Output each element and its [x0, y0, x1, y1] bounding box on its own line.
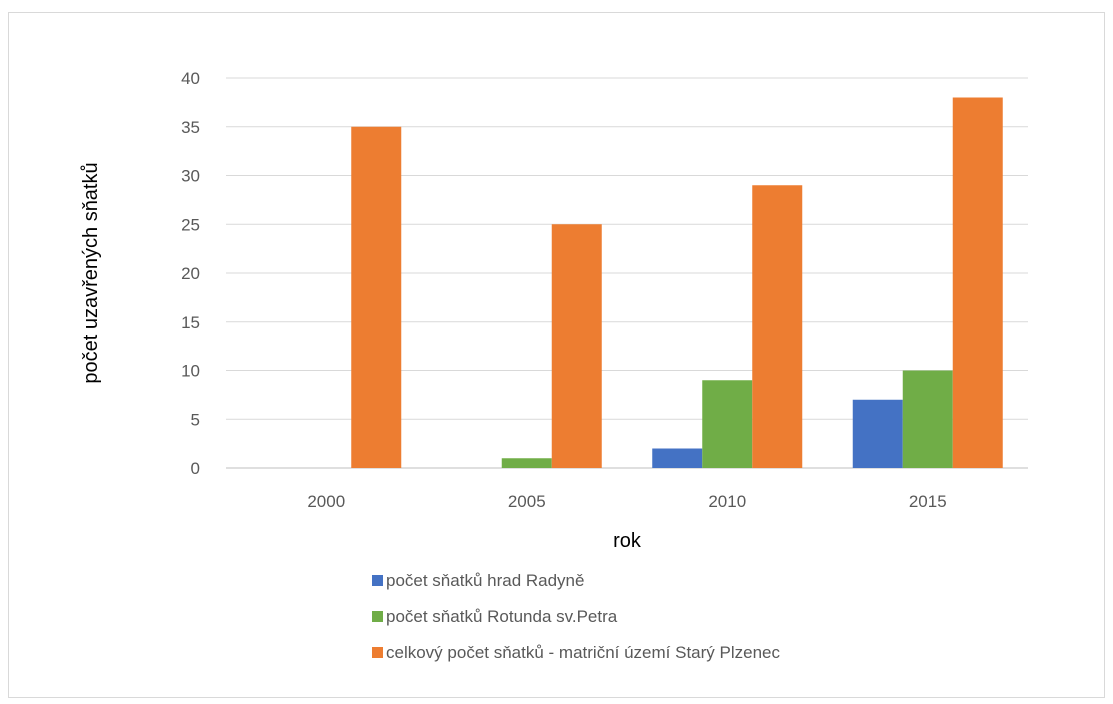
bar: [351, 126, 402, 468]
x-axis-title: rok: [613, 530, 642, 552]
x-tick-label: 2005: [508, 492, 546, 511]
y-tick-label: 30: [181, 167, 200, 186]
y-tick-label: 0: [191, 459, 200, 478]
y-tick-label: 25: [181, 215, 200, 234]
x-tick-label: 2010: [708, 492, 746, 511]
x-tick-label: 2015: [909, 492, 947, 511]
x-axis-ticks: 2000 2005 2010 2015: [307, 492, 946, 511]
y-tick-label: 15: [181, 313, 200, 332]
legend-label: celkový počet sňatků - matriční území St…: [386, 643, 780, 662]
legend-swatch: [372, 575, 383, 586]
bar: [852, 399, 903, 468]
legend-swatch: [372, 611, 383, 622]
y-tick-label: 5: [191, 410, 200, 429]
x-tick-label: 2000: [307, 492, 345, 511]
legend-swatch: [372, 647, 383, 658]
bar: [652, 448, 703, 468]
bar: [501, 458, 552, 468]
y-axis-title: počet uzavřených sňatků: [80, 162, 102, 383]
y-axis-ticks: 0 5 10 15 20 25 30 35 40: [181, 69, 200, 478]
y-tick-label: 40: [181, 69, 200, 88]
y-tick-label: 10: [181, 362, 200, 381]
bar: [952, 97, 1003, 468]
y-tick-label: 20: [181, 264, 200, 283]
bar: [902, 370, 953, 468]
bar: [551, 224, 602, 468]
y-tick-label: 35: [181, 118, 200, 137]
legend-label: počet sňatků Rotunda sv.Petra: [386, 607, 618, 626]
bar: [702, 380, 753, 468]
legend: počet sňatků hrad Radyně počet sňatků Rot…: [372, 571, 780, 662]
bars: [351, 97, 1003, 468]
bar: [752, 185, 803, 468]
legend-label: počet sňatků hrad Radyně: [386, 571, 584, 590]
